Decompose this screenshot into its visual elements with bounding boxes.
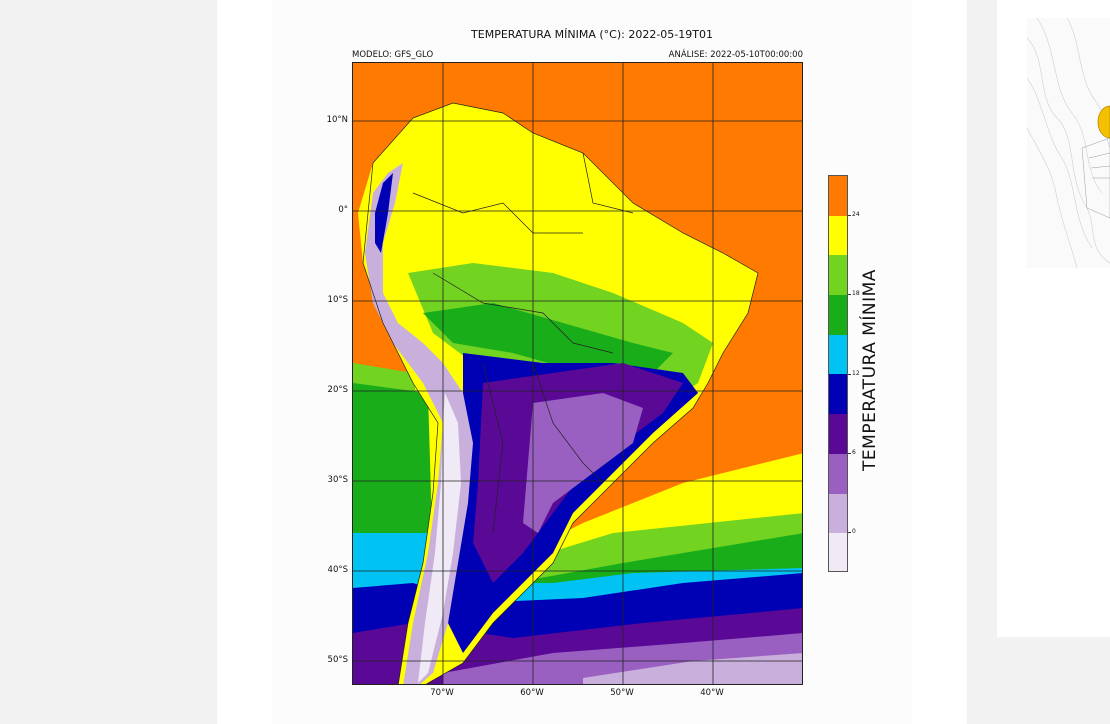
colorbar-segment <box>829 176 847 216</box>
colorbar-tickmark <box>848 374 851 375</box>
temperature-map <box>352 62 803 685</box>
colorbar-tick-24: 24 <box>852 211 860 218</box>
analysis-label: ANÁLISE: 2022-05-10T00:00:00 <box>668 50 803 60</box>
colorbar-segment <box>829 334 847 375</box>
lat-label-10n: 10°N <box>326 115 348 125</box>
andes-coldest-strip <box>418 393 461 683</box>
colorbar <box>828 175 848 572</box>
colorbar-tickmark <box>848 532 851 533</box>
lat-label-10s: 10°S <box>327 295 348 305</box>
lat-label-20s: 20°S <box>327 385 348 395</box>
lat-label-40s: 40°S <box>327 565 348 575</box>
country-borders <box>362 102 759 684</box>
colorbar-segment <box>829 295 847 335</box>
lon-label-40w: 40°W <box>700 688 724 698</box>
lon-label-50w: 50°W <box>610 688 634 698</box>
lon-label-70w: 70°W <box>430 688 454 698</box>
colorbar-tick-12: 12 <box>852 370 860 377</box>
colorbar-tickmark <box>848 215 851 216</box>
colorbar-segment <box>829 255 847 296</box>
model-label: MODELO: GFS_GLO <box>352 50 434 60</box>
graticule <box>353 63 802 684</box>
colorbar-tick-18: 18 <box>852 290 860 297</box>
lat-label-50s: 50°S <box>327 655 348 665</box>
colorbar-label: TEMPERATURA MÍNIMA <box>860 269 880 471</box>
central-darkgreen-zone <box>423 303 673 373</box>
colorbar-segment <box>829 374 847 415</box>
map-canvas <box>353 63 802 684</box>
side-thumbnail-graphic <box>1027 18 1110 268</box>
colorbar-tick-0: 0 <box>852 528 856 535</box>
colorbar-tickmark <box>848 294 851 295</box>
colorbar-segment <box>829 533 847 571</box>
colorbar-tick-6: 6 <box>852 449 856 456</box>
side-thumbnail[interactable] <box>1027 18 1110 268</box>
lat-label-0: 0° <box>338 205 348 215</box>
figure-title: TEMPERATURA MÍNIMA (°C): 2022-05-19T01 <box>471 28 713 41</box>
colorbar-segment <box>829 453 847 494</box>
colorbar-segment <box>829 414 847 454</box>
lon-label-60w: 60°W <box>520 688 544 698</box>
colorbar-segment <box>829 215 847 256</box>
lat-label-30s: 30°S <box>327 475 348 485</box>
colorbar-tickmark <box>848 453 851 454</box>
northern-andes-strip <box>375 173 393 253</box>
colorbar-segment <box>829 493 847 534</box>
